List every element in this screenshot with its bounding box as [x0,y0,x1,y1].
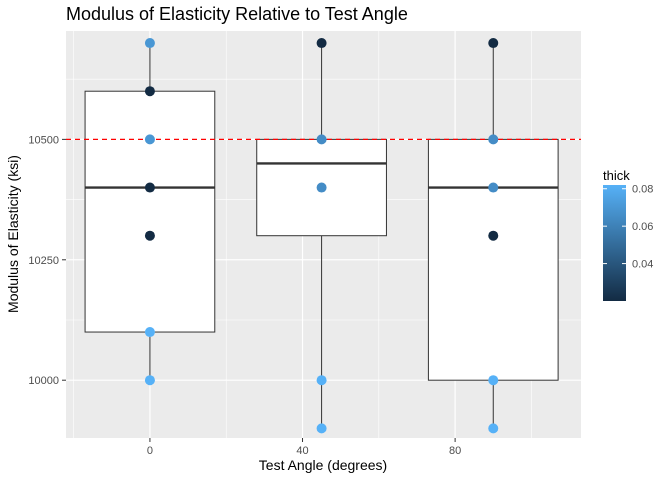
data-point [144,38,155,49]
legend-tick-label: 0.06 [632,221,653,233]
data-point [488,38,499,49]
data-point [316,423,327,434]
data-point [488,375,499,386]
data-point [316,134,327,145]
chart-title: Modulus of Elasticity Relative to Test A… [66,4,408,24]
data-point [488,182,499,193]
legend: thick 0.04 0.06 0.08 [603,168,653,301]
legend-colorbar [603,185,626,301]
y-tick-label: 10500 [28,134,59,146]
data-point [316,38,327,49]
boxes [84,43,559,429]
data-point [144,86,155,97]
y-axis-ticks: 10000 10250 10500 [28,134,66,387]
x-axis-ticks: 0 40 80 [147,438,461,457]
data-point [488,230,499,241]
y-axis-label: Modulus of Elasticity (ksi) [5,155,21,313]
points [144,38,499,434]
legend-ticks: 0.04 0.06 0.08 [603,184,653,271]
data-point [144,327,155,338]
y-tick-label: 10250 [28,255,59,267]
legend-tick-label: 0.04 [632,259,653,271]
legend-tick-label: 0.08 [632,184,653,196]
data-point [144,230,155,241]
data-point [144,182,155,193]
data-point [316,182,327,193]
box-body [84,90,216,333]
x-tick-label: 40 [296,445,308,457]
data-point [488,423,499,434]
data-point [488,134,499,145]
data-point [316,375,327,386]
data-point [144,134,155,145]
x-tick-label: 0 [147,445,153,457]
y-tick-label: 10000 [28,375,59,387]
data-point [144,375,155,386]
legend-title: thick [603,168,630,183]
box-body [427,138,559,381]
x-axis-label: Test Angle (degrees) [259,457,387,473]
x-tick-label: 80 [449,445,461,457]
